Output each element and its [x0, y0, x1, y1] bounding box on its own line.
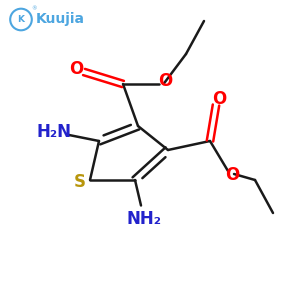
Text: O: O: [225, 167, 240, 184]
Text: S: S: [74, 173, 86, 191]
Text: O: O: [212, 90, 226, 108]
Text: K: K: [17, 15, 25, 24]
Text: O: O: [158, 72, 172, 90]
Text: Kuujia: Kuujia: [35, 13, 85, 26]
Text: ®: ®: [31, 7, 36, 12]
Text: NH₂: NH₂: [127, 210, 161, 228]
Text: O: O: [69, 60, 84, 78]
Text: H₂N: H₂N: [37, 123, 71, 141]
